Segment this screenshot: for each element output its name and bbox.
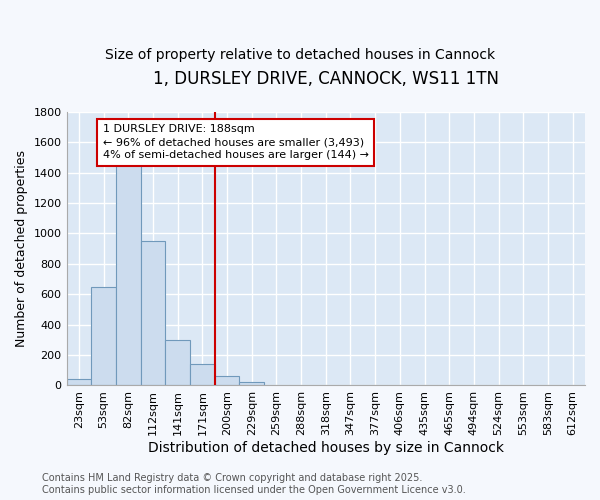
Bar — [91, 286, 116, 386]
Text: Size of property relative to detached houses in Cannock: Size of property relative to detached ho… — [105, 48, 495, 62]
Bar — [239, 382, 264, 386]
Bar — [67, 380, 91, 386]
Bar — [215, 376, 239, 386]
Y-axis label: Number of detached properties: Number of detached properties — [15, 150, 28, 347]
Bar — [116, 158, 140, 386]
Bar — [140, 241, 165, 386]
Bar — [264, 384, 289, 386]
Text: Contains HM Land Registry data © Crown copyright and database right 2025.
Contai: Contains HM Land Registry data © Crown c… — [42, 474, 466, 495]
X-axis label: Distribution of detached houses by size in Cannock: Distribution of detached houses by size … — [148, 441, 504, 455]
Bar — [190, 364, 215, 386]
Bar — [165, 340, 190, 386]
Title: 1, DURSLEY DRIVE, CANNOCK, WS11 1TN: 1, DURSLEY DRIVE, CANNOCK, WS11 1TN — [153, 70, 499, 88]
Text: 1 DURSLEY DRIVE: 188sqm
← 96% of detached houses are smaller (3,493)
4% of semi-: 1 DURSLEY DRIVE: 188sqm ← 96% of detache… — [103, 124, 369, 160]
